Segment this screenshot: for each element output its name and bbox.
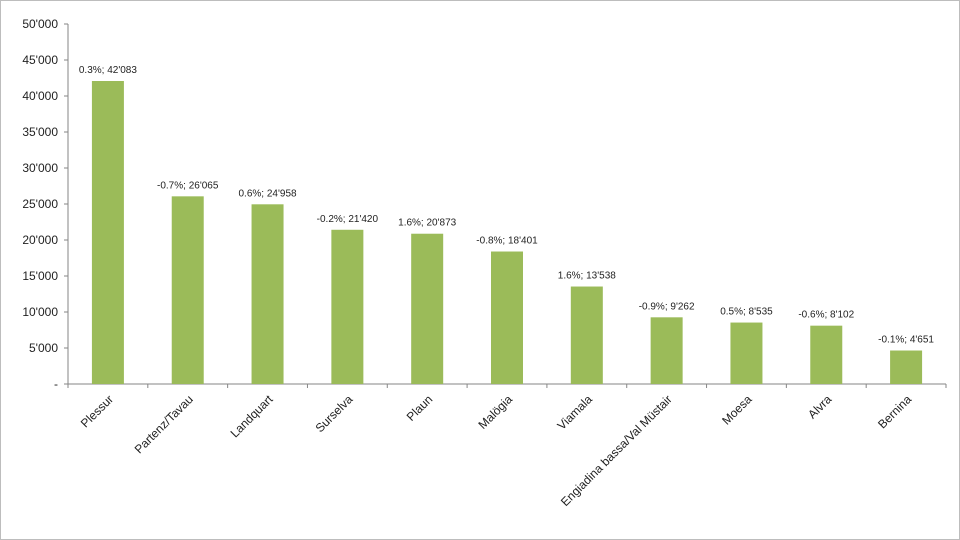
- category-label: Surselva: [313, 392, 356, 435]
- y-tick-label: 5'000: [29, 341, 58, 355]
- data-label: -0.7%; 26'065: [157, 180, 219, 191]
- bar: [650, 317, 683, 384]
- category-label: Malögia: [476, 392, 516, 432]
- bar: [730, 322, 763, 384]
- y-tick-label: 20'000: [22, 233, 58, 247]
- bar: [491, 251, 523, 384]
- category-label: Viamala: [555, 392, 596, 433]
- y-tick-label: -: [54, 377, 58, 391]
- data-label: -0.8%; 18'401: [476, 236, 538, 247]
- bar: [810, 325, 843, 384]
- category-label: Alvra: [805, 392, 834, 421]
- data-label: -0.9%; 9'262: [639, 301, 695, 312]
- y-tick-label: 40'000: [22, 89, 58, 103]
- bars: [67, 81, 947, 388]
- y-axis-ticks: - 5'000 10'000 15'000 20'000 25'000 30'000 35'0…: [22, 17, 68, 391]
- bar: [331, 229, 364, 384]
- data-labels: 0.3%; 42'083 -0.7%; 26'065 0.6%; 24'958 -0.…: [79, 65, 935, 346]
- data-label: 1.6%; 20'873: [398, 218, 457, 229]
- bar: [171, 196, 204, 384]
- category-label: Plessur: [78, 392, 116, 430]
- bar: [570, 286, 603, 384]
- bar: [91, 81, 124, 384]
- data-label: 0.5%; 8'535: [720, 307, 773, 318]
- y-tick-label: 10'000: [22, 305, 58, 319]
- category-label: Partenz/Tavau: [132, 392, 196, 456]
- data-label: 1.6%; 13'538: [558, 271, 617, 282]
- category-label: Moesa: [719, 392, 755, 428]
- data-label: -0.2%; 21'420: [317, 214, 379, 225]
- category-label: Plaun: [404, 392, 436, 424]
- category-label: Bernina: [875, 392, 914, 431]
- y-tick-label: 45'000: [22, 53, 58, 67]
- y-tick-label: 50'000: [22, 17, 58, 31]
- data-label: 0.6%; 24'958: [239, 188, 298, 199]
- data-label: 0.3%; 42'083: [79, 65, 138, 76]
- y-tick-label: 15'000: [22, 269, 58, 283]
- data-label: -0.6%; 8'102: [798, 310, 854, 321]
- bar: [411, 233, 444, 384]
- data-label: -0.1%; 4'651: [878, 335, 934, 346]
- y-tick-label: 30'000: [22, 161, 58, 175]
- bar: [251, 204, 284, 384]
- category-labels: Plessur Partenz/Tavau Landquart Surselva Pla…: [78, 392, 915, 509]
- bar: [890, 350, 923, 384]
- y-tick-label: 25'000: [22, 197, 58, 211]
- category-label: Landquart: [228, 392, 277, 441]
- y-tick-label: 35'000: [22, 125, 58, 139]
